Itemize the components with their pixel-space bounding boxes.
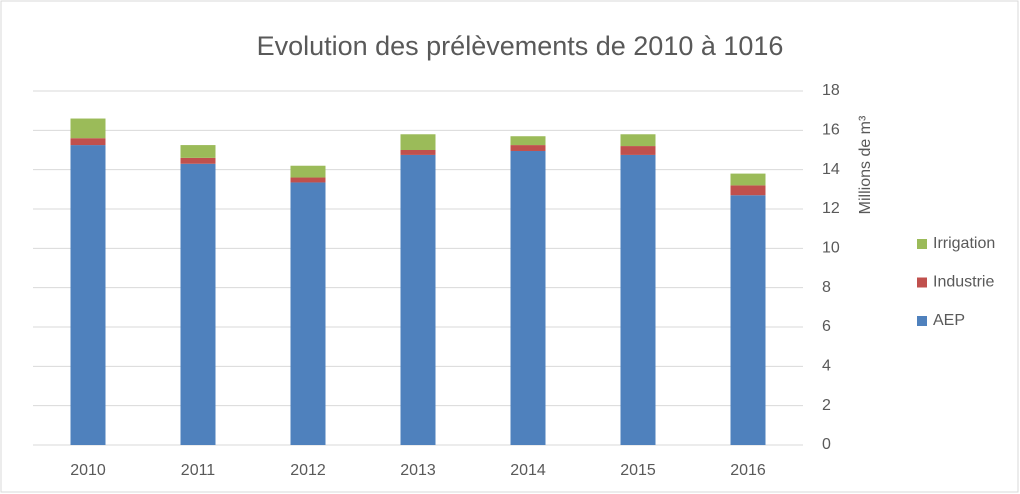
bar-segment (400, 134, 436, 150)
x-tick-label: 2012 (290, 462, 326, 479)
legend-label: AEP (933, 312, 965, 329)
bar-segment (180, 157, 216, 164)
legend-swatch (917, 316, 927, 326)
y-tick-label: 18 (822, 82, 840, 99)
y-axis-label: Millions de m³ (857, 115, 874, 214)
bar-segment (730, 195, 766, 445)
bar-segment (290, 177, 326, 183)
y-tick-label: 0 (822, 436, 831, 453)
x-tick-label: 2013 (400, 462, 436, 479)
bar-segment (180, 163, 216, 445)
legend-swatch (917, 239, 927, 249)
y-tick-label: 14 (822, 161, 840, 178)
bar-segment (620, 154, 656, 445)
y-tick-label: 10 (822, 240, 840, 257)
y-tick-label: 2 (822, 397, 831, 414)
bar-segment (290, 165, 326, 178)
bar-segment (730, 173, 766, 186)
bar-segment (70, 138, 106, 146)
y-tick-label: 6 (822, 318, 831, 335)
bar-segment (620, 134, 656, 147)
bar-segment (290, 182, 326, 445)
legend-label: Industrie (933, 274, 994, 291)
y-tick-label: 16 (822, 122, 840, 139)
bar-segment (400, 154, 436, 445)
x-tick-label: 2016 (730, 462, 766, 479)
bar-segment (510, 136, 546, 146)
bar-segment (180, 145, 216, 158)
bar-segment (400, 150, 436, 155)
legend-label: Irrigation (933, 235, 995, 252)
bar-segment (510, 150, 546, 445)
y-tick-label: 8 (822, 279, 831, 296)
x-tick-label: 2011 (181, 462, 216, 479)
x-tick-label: 2014 (510, 462, 546, 479)
y-tick-label: 4 (822, 358, 831, 375)
chart-title: Evolution des prélèvements de 2010 à 101… (257, 31, 784, 61)
legend-swatch (917, 277, 927, 288)
x-tick-label: 2010 (70, 462, 106, 479)
bar-segment (70, 118, 106, 139)
x-tick-label: 2015 (620, 462, 656, 479)
bar-segment (70, 145, 106, 446)
bar-segment (730, 185, 766, 196)
y-tick-label: 12 (822, 200, 840, 217)
bar-segment (510, 145, 546, 151)
bar-segment (620, 146, 656, 155)
